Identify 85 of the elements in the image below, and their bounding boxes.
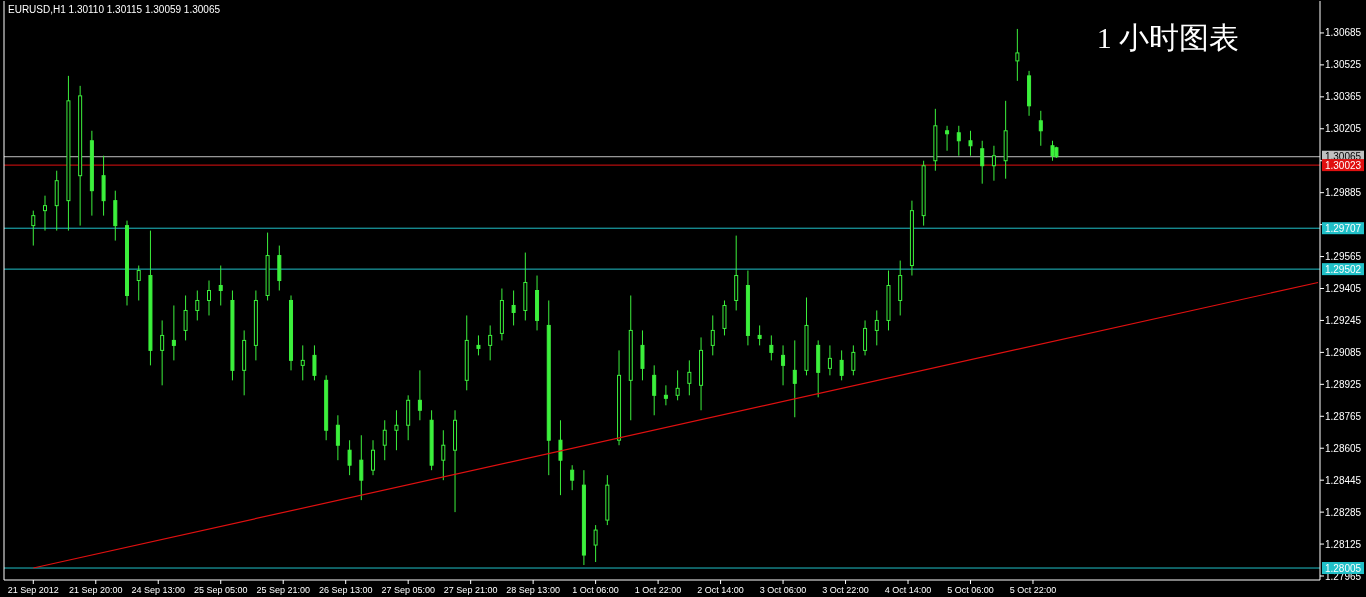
candlestick: [488, 324, 493, 361]
y-tick-label: 1.29085: [1325, 346, 1362, 358]
candlestick: [347, 439, 352, 476]
y-tick-label: 1.28125: [1325, 538, 1362, 550]
y-tick-label: 1.29885: [1325, 187, 1362, 199]
candlestick: [839, 349, 844, 381]
candlestick: [183, 294, 188, 341]
candlestick: [652, 364, 657, 416]
candlestick: [160, 319, 165, 386]
candlestick: [394, 409, 399, 451]
x-tick-label: 21 Sep 20:00: [68, 585, 123, 595]
candlestick: [359, 434, 364, 501]
candlestick: [781, 344, 786, 386]
candlestick: [968, 130, 973, 157]
y-tick-label: 1.28765: [1325, 410, 1362, 422]
candlestick: [722, 299, 727, 336]
candlestick: [441, 429, 446, 481]
candlestick: [136, 265, 141, 301]
candlestick: [710, 314, 715, 356]
x-tick-label: 5 Oct 22:00: [1009, 585, 1057, 595]
candlestick: [980, 140, 985, 185]
annotation: EURUSD,H1 1.30110 1.30115 1.30059 1.30065: [8, 4, 221, 15]
x-tick-label: 21 Sep 2012: [7, 585, 59, 595]
x-tick-label: 27 Sep 05:00: [381, 585, 435, 595]
y-tick-label: 1.30205: [1325, 123, 1362, 135]
candlestick: [218, 265, 223, 306]
candlestick: [945, 125, 950, 152]
candlestick: [956, 125, 961, 157]
candlestick: [417, 369, 422, 421]
ref-line-label: 1.30023: [1324, 159, 1362, 171]
y-tick-label: 1.28285: [1325, 506, 1362, 518]
candlestick: [593, 524, 598, 563]
candlestick: [991, 145, 996, 182]
x-tick-label: 28 Sep 13:00: [506, 585, 560, 595]
candlestick: [863, 319, 868, 356]
x-tick-label: 25 Sep 05:00: [193, 585, 248, 595]
candlestick: [171, 304, 176, 361]
y-tick-label: 1.30685: [1325, 27, 1362, 39]
candlestick: [195, 290, 200, 321]
candlestick: [675, 369, 680, 401]
x-tick-label: 5 Oct 06:00: [947, 585, 994, 595]
x-tick-label: 2 Oct 14:00: [697, 585, 744, 595]
candlestick: [558, 419, 563, 496]
candlestick: [792, 339, 797, 418]
ref-line-label: 1.29502: [1324, 263, 1362, 275]
candlestick: [312, 344, 317, 381]
candlestick: [851, 344, 856, 376]
x-tick-label: 3 Oct 06:00: [759, 585, 807, 595]
candlestick: [570, 464, 575, 491]
candlestick: [31, 210, 36, 247]
candlestick: [827, 344, 832, 376]
candlestick: [382, 419, 387, 461]
x-tick-label: 25 Sep 21:00: [256, 585, 310, 595]
candlestick: [1015, 28, 1020, 82]
candlestick: [476, 334, 481, 356]
candlestick: [874, 309, 879, 346]
y-tick-label: 1.30525: [1325, 59, 1362, 71]
candlestick: [687, 359, 692, 396]
x-tick-label: 27 Sep 21:00: [443, 585, 498, 595]
y-tick-label: 1.28605: [1325, 442, 1362, 454]
x-tick-label: 4 Oct 14:00: [884, 585, 932, 595]
candlestick: [511, 290, 516, 326]
candlestick: [207, 280, 212, 316]
x-tick-label: 1 Oct 22:00: [634, 585, 682, 595]
y-tick-label: 1.30365: [1325, 91, 1362, 103]
y-tick-label: 1.29245: [1325, 314, 1362, 326]
y-tick-label: 1.28925: [1325, 378, 1362, 390]
y-tick-label: 1.28445: [1325, 474, 1362, 486]
candlestick: [769, 334, 774, 361]
candlestick: [43, 195, 47, 232]
title: 1 小时图表: [1096, 21, 1240, 54]
candlestick: [371, 439, 376, 476]
candlestick: [300, 344, 305, 381]
candlestick: [663, 384, 668, 406]
x-tick-label: 26 Sep 13:00: [318, 585, 373, 595]
candlestick: [1038, 110, 1043, 147]
x-tick-label: 3 Oct 22:00: [822, 585, 869, 595]
y-tick-label: 1.29405: [1325, 283, 1362, 294]
candlestick: [640, 329, 645, 381]
candlestick: [757, 324, 762, 346]
x-tick-label: 1 Oct 06:00: [572, 585, 619, 595]
ref-line-label: 1.29707: [1324, 222, 1362, 234]
candlestick: [335, 414, 340, 461]
x-tick-label: 24 Sep 13:00: [131, 585, 186, 595]
y-tick-label: 1.29565: [1325, 251, 1362, 263]
